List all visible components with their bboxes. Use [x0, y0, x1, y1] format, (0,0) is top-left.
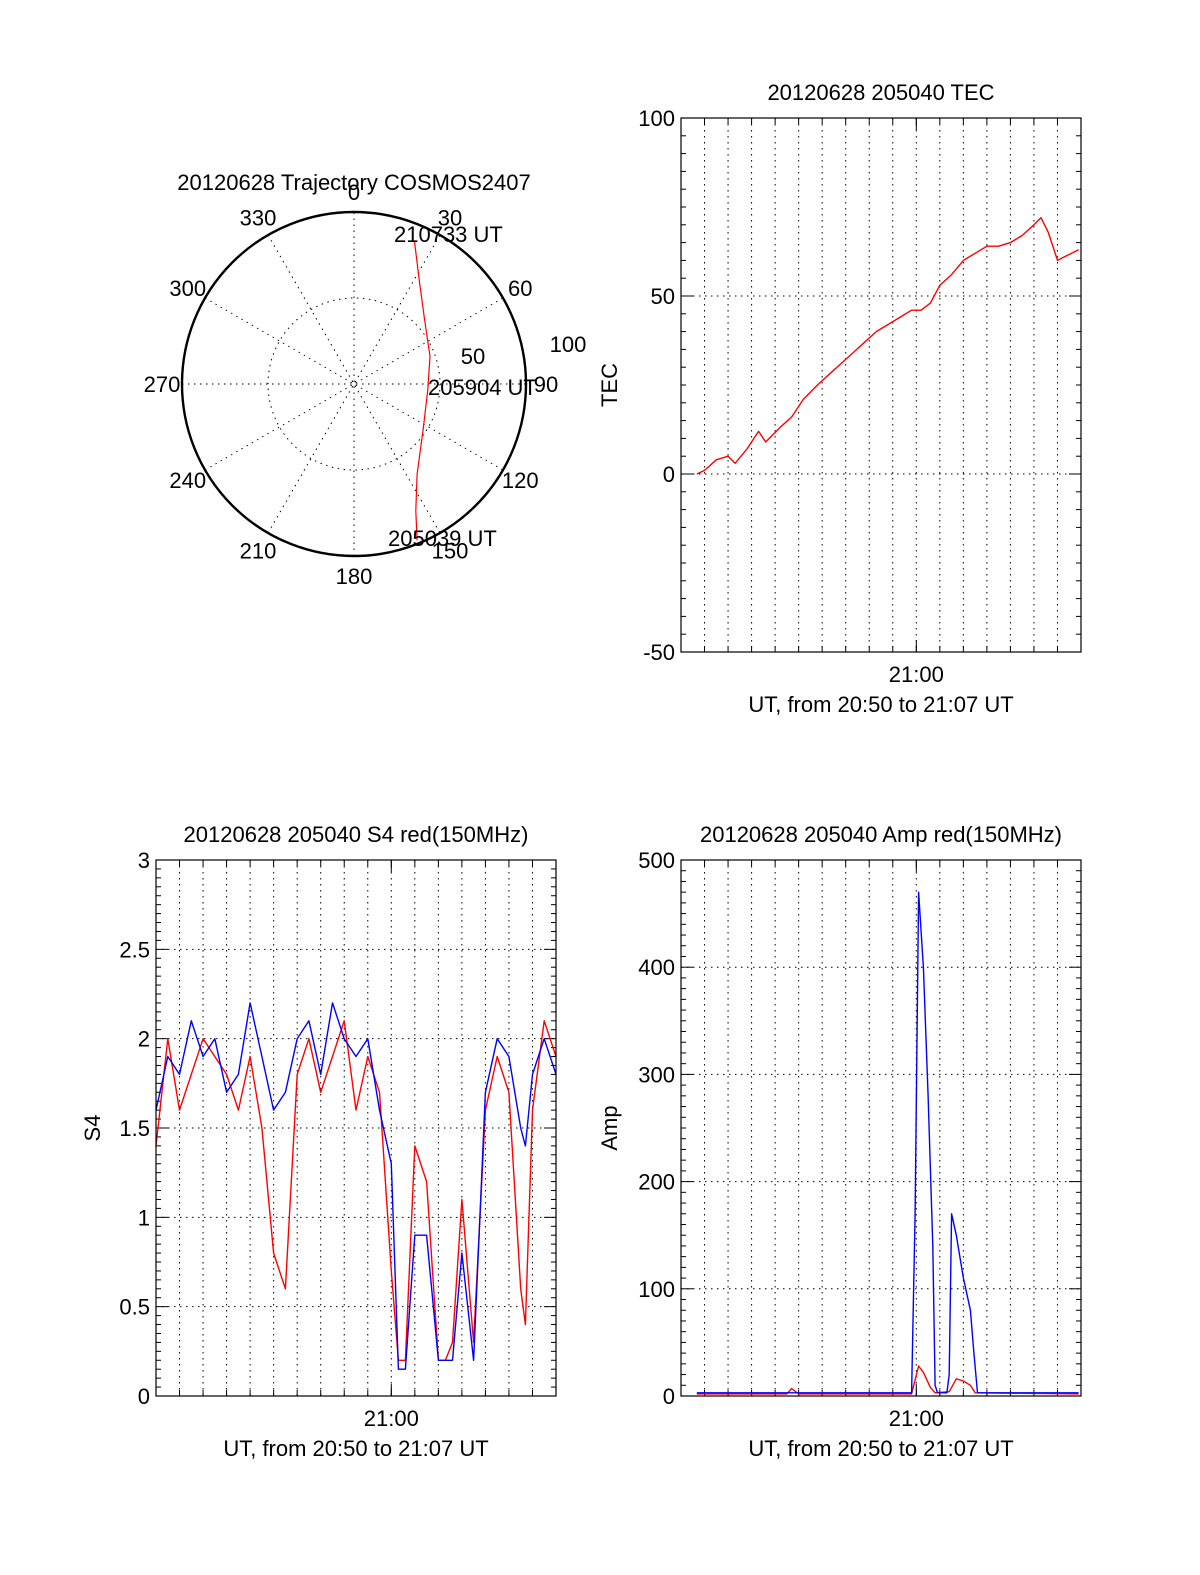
- end-time-annotation: 210733 UT: [394, 222, 503, 247]
- y-tick-label: 100: [638, 106, 675, 131]
- start-time-annotation: 205039 UT: [388, 526, 497, 551]
- y-tick-label: 200: [638, 1170, 675, 1195]
- y-tick-label: 2: [138, 1027, 150, 1052]
- angle-label: 330: [240, 206, 277, 231]
- y-tick-label: 0: [138, 1384, 150, 1409]
- y-axis-label: Amp: [597, 1105, 622, 1150]
- x-axis-label: UT, from 20:50 to 21:07 UT: [748, 1436, 1013, 1461]
- angle-label: 90: [534, 372, 558, 397]
- polar-grid-circle: [267, 297, 441, 471]
- angle-label: 270: [144, 372, 181, 397]
- angle-label: 30: [438, 206, 462, 231]
- chart-title: 20120628 205040 TEC: [767, 80, 994, 105]
- x-tick-label: 21:00: [364, 1406, 419, 1431]
- x-axis-label: UT, from 20:50 to 21:07 UT: [223, 1436, 488, 1461]
- x-axis-label: UT, from 20:50 to 21:07 UT: [748, 692, 1013, 717]
- angle-label: 300: [169, 276, 206, 301]
- series-line-0: [696, 1365, 1079, 1395]
- y-tick-label: 0.5: [119, 1295, 150, 1320]
- y-tick-label: 0: [663, 1384, 675, 1409]
- angle-label: 210: [240, 538, 277, 563]
- x-tick-label: 21:00: [889, 662, 944, 687]
- y-tick-label: 300: [638, 1062, 675, 1087]
- chart-title: 20120628 205040 S4 red(150MHz): [184, 822, 529, 847]
- angle-label: 0: [348, 180, 360, 205]
- x-tick-label: 21:00: [889, 1406, 944, 1431]
- y-tick-label: 0: [663, 462, 675, 487]
- y-tick-label: -50: [643, 640, 675, 665]
- plot-frame: [680, 859, 1082, 1397]
- mid-time-annotation: 205904 UT: [428, 375, 537, 400]
- angle-label: 60: [508, 276, 532, 301]
- series-line-1: [696, 891, 1079, 1394]
- y-tick-label: 100: [638, 1277, 675, 1302]
- y-tick-label: 500: [638, 848, 675, 873]
- radial-label: 50: [461, 344, 485, 369]
- chart-title: 20120628 Trajectory COSMOS2407: [177, 170, 530, 195]
- plot-frame: [155, 859, 557, 1397]
- y-tick-label: 50: [651, 284, 675, 309]
- y-axis-label: TEC: [597, 363, 622, 407]
- plot-frame: [680, 117, 1082, 653]
- radial-label: 100: [550, 332, 587, 357]
- y-tick-label: 1.5: [119, 1116, 150, 1141]
- angle-label: 180: [336, 564, 373, 589]
- chart-title: 20120628 205040 Amp red(150MHz): [700, 822, 1062, 847]
- chart-panel-2: 20120628 205040 S4 red(150MHz) 0 0.5 1 1.5 2 2…: [80, 822, 557, 1461]
- trajectory-line: [413, 241, 431, 541]
- y-tick-label: 1: [138, 1205, 150, 1230]
- angle-label: 240: [169, 468, 206, 493]
- series-line-1: [155, 1002, 557, 1370]
- series-line-0: [696, 216, 1079, 475]
- angle-label: 120: [502, 468, 539, 493]
- chart-panel-3: 20120628 205040 Amp red(150MHz) 0 100 200 30…: [597, 822, 1082, 1461]
- chart-panel-1: 20120628 205040 TEC -50 0 50 100 21:00 UT, fro…: [597, 80, 1082, 717]
- angle-label: 150: [432, 538, 469, 563]
- y-tick-label: 400: [638, 955, 675, 980]
- series-line-0: [155, 1020, 557, 1362]
- y-axis-label: S4: [80, 1115, 105, 1142]
- y-tick-label: 3: [138, 848, 150, 873]
- y-tick-label: 2.5: [119, 937, 150, 962]
